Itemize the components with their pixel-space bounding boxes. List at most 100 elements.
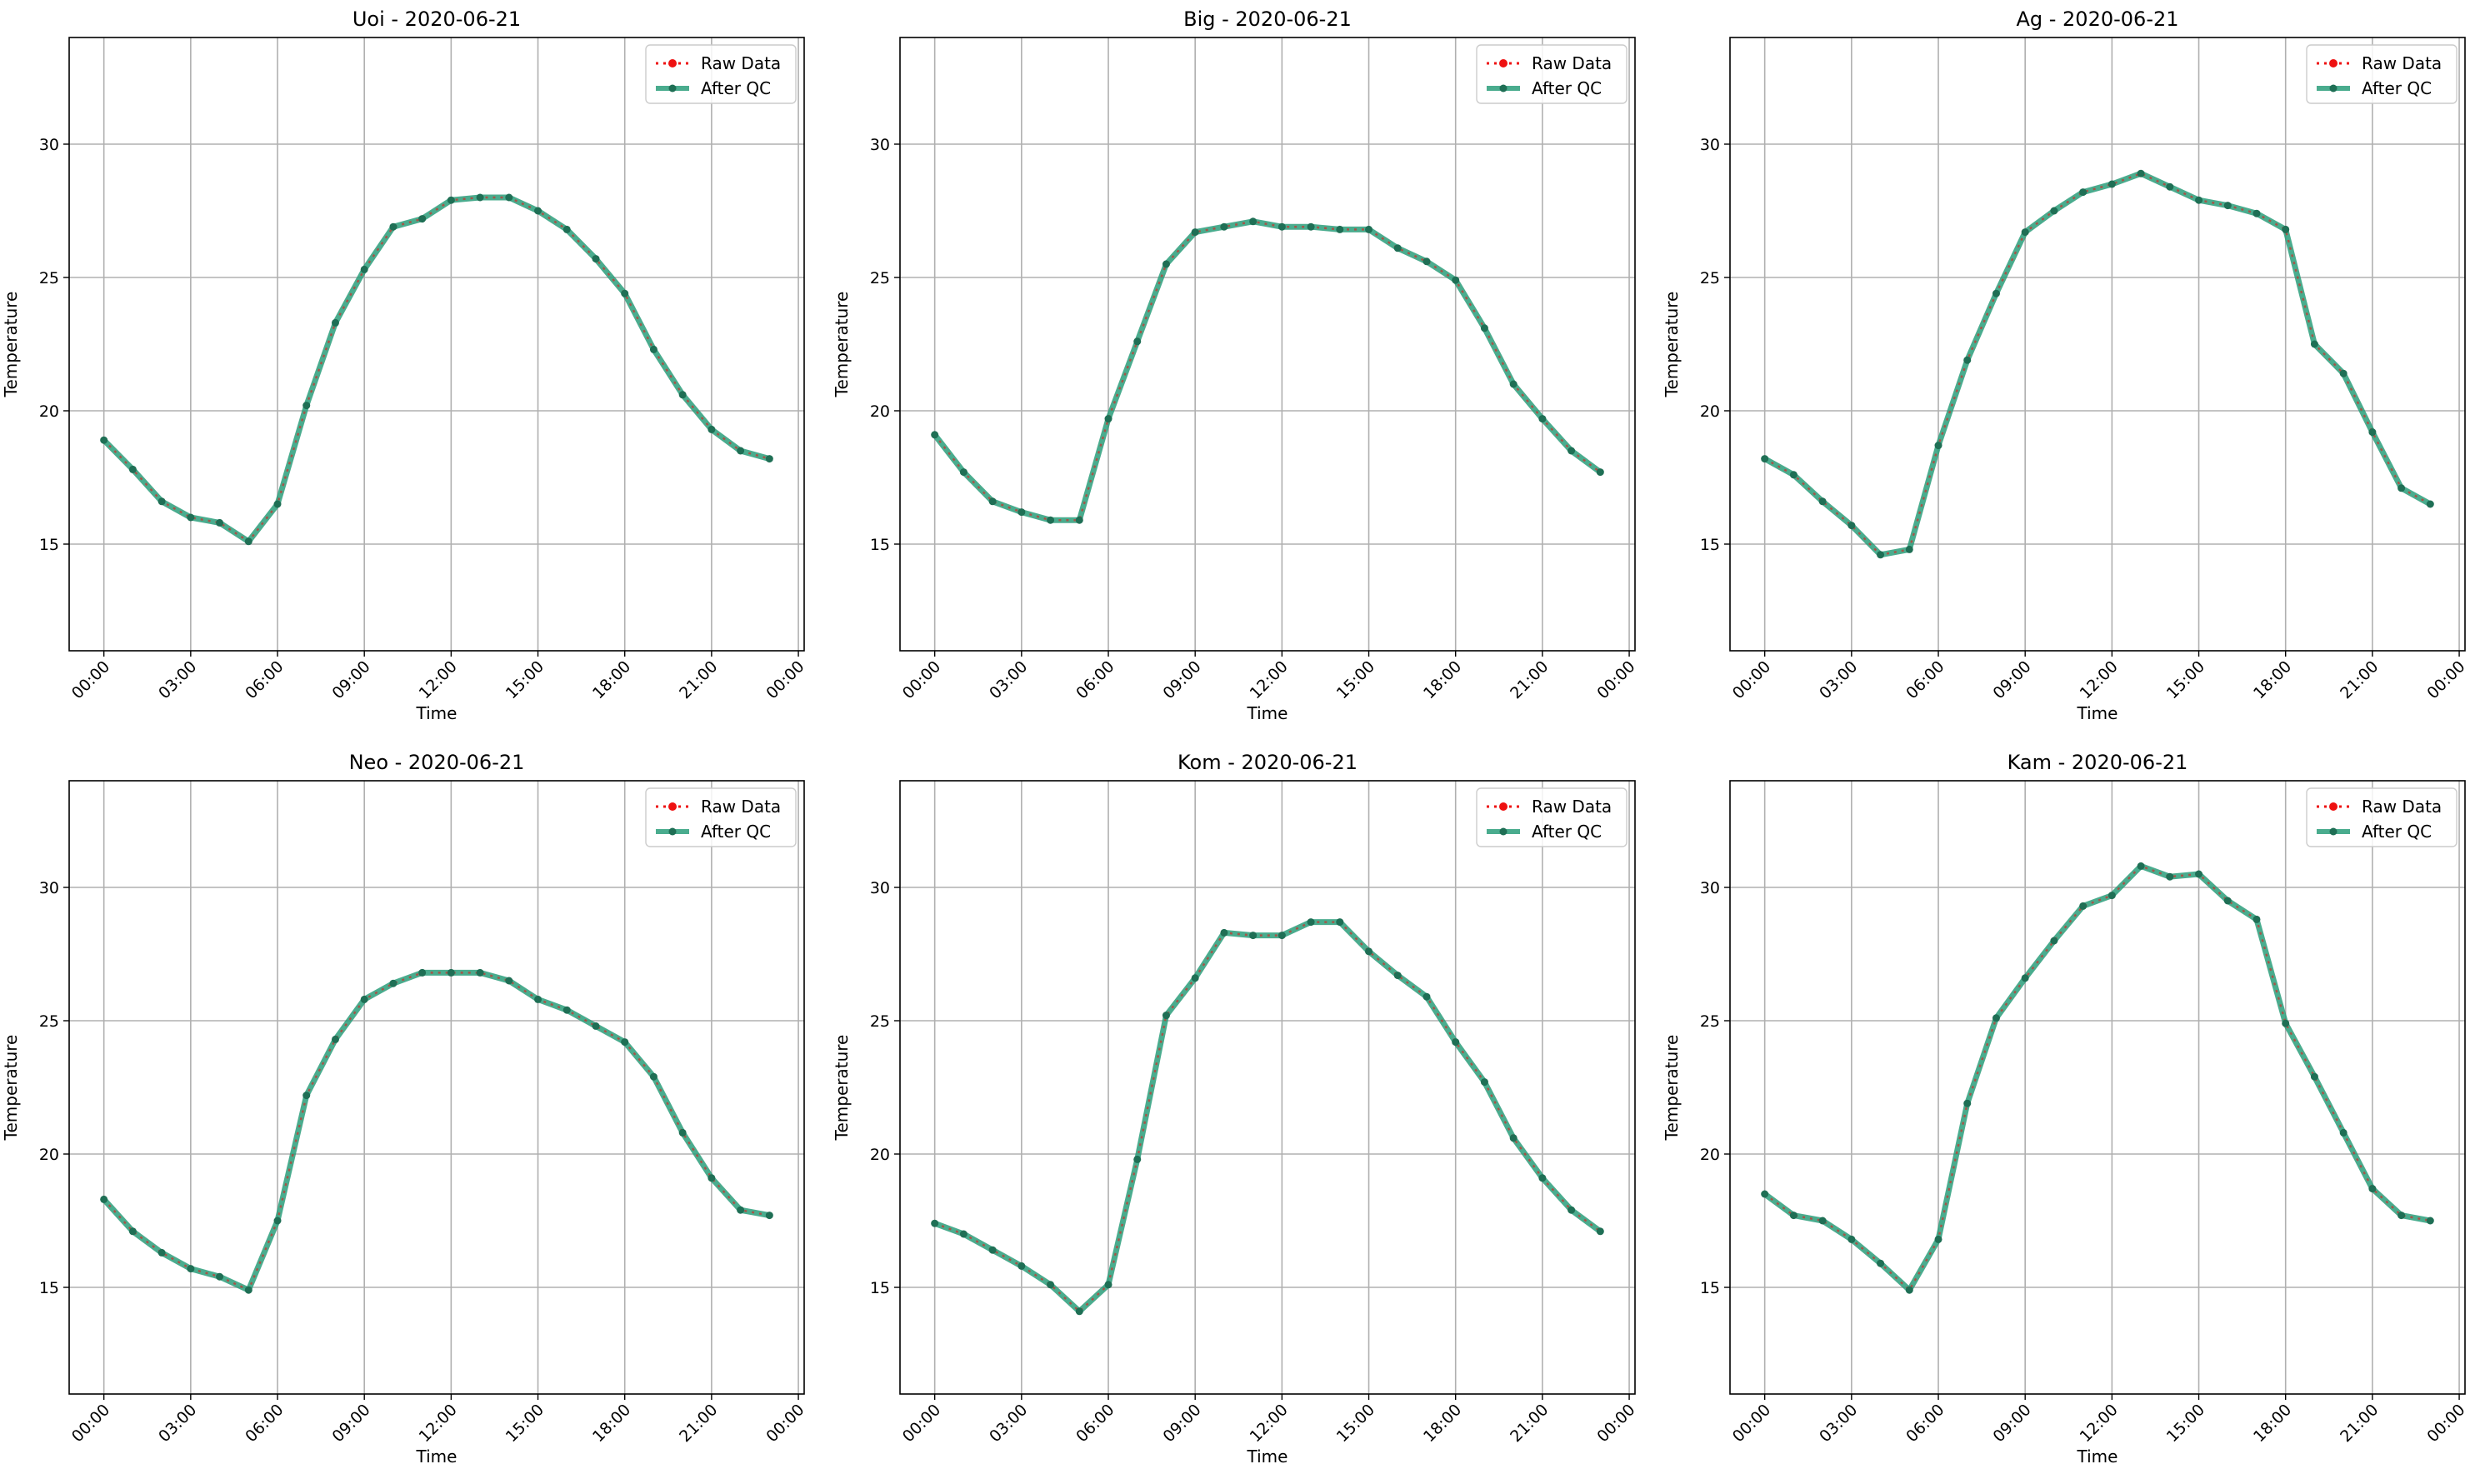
data-point-after-qc	[649, 1072, 658, 1081]
data-point-after-qc	[476, 968, 484, 977]
data-point-after-qc	[2398, 1212, 2406, 1220]
axes-frame	[1729, 780, 2466, 1395]
series-line-raw-data	[102, 972, 770, 1292]
data-point-after-qc	[765, 455, 773, 463]
data-point-after-qc	[2368, 1185, 2377, 1193]
chart-panel-2: 00:00 03:00 06:00 09:00 12:00 15:00 18:00 21:00…	[832, 7, 1639, 723]
legend-label-after-qc: After QC	[1532, 822, 1602, 842]
chart-panel-3: 00:00 03:00 06:00 09:00 12:00 15:00 18:00 21:00…	[1662, 7, 2469, 723]
data-point-after-qc	[1422, 257, 1431, 266]
data-point-after-qc	[1568, 447, 1576, 455]
legend-label-after-qc: After QC	[701, 78, 771, 98]
data-point-after-qc	[959, 1230, 968, 1238]
x-tick-label: 06:00	[1902, 1401, 1948, 1446]
chart-title: Big - 2020-06-21	[1183, 7, 1352, 31]
x-tick-label: 18:00	[1420, 657, 1465, 702]
x-axis-label: Time	[416, 1447, 458, 1467]
x-tick-label: 00:00	[762, 657, 808, 702]
data-point-after-qc	[158, 1248, 166, 1257]
y-tick-label: 15	[39, 536, 59, 554]
data-point-after-qc	[1992, 289, 2000, 297]
data-point-after-qc	[447, 968, 455, 977]
x-tick-label: 18:00	[2250, 1401, 2295, 1446]
data-point-after-qc	[2252, 915, 2261, 923]
data-point-after-qc	[1307, 222, 1315, 231]
series-line-raw-data	[1763, 864, 2431, 1292]
x-tick-label: 21:00	[676, 1401, 721, 1446]
data-point-after-qc	[1596, 468, 1604, 477]
x-tick-label: 09:00	[1159, 1401, 1204, 1446]
data-point-after-qc	[505, 977, 513, 985]
data-point-after-qc	[2108, 180, 2116, 188]
x-tick-label: 03:00	[1816, 1401, 1861, 1446]
data-point-after-qc	[1452, 1038, 1460, 1047]
x-axis-label: Time	[416, 703, 458, 723]
data-point-after-qc	[562, 225, 571, 233]
data-point-after-qc	[100, 436, 108, 444]
y-tick-label: 25	[870, 1012, 890, 1031]
data-point-after-qc	[2398, 484, 2406, 492]
legend-marker-raw-data	[1499, 59, 1508, 67]
x-tick-label: 15:00	[2163, 1401, 2208, 1446]
chart-title: Kom - 2020-06-21	[1178, 751, 1358, 774]
grid	[1730, 37, 2465, 651]
data-point-after-qc	[1047, 516, 1055, 524]
legend-marker-after-qc	[668, 827, 677, 836]
x-tick-label: 12:00	[1247, 657, 1292, 702]
x-tick-label: 06:00	[1902, 657, 1948, 702]
y-tick-label: 30	[39, 136, 59, 154]
data-point-after-qc	[2079, 188, 2088, 197]
data-point-after-qc	[1278, 222, 1286, 231]
series-line-after-qc	[933, 919, 1602, 1315]
x-tick-label: 00:00	[899, 1401, 944, 1446]
data-point-after-qc	[959, 468, 968, 477]
x-axis-label: Time	[2077, 1447, 2118, 1467]
data-point-after-qc	[1220, 928, 1228, 937]
y-tick-label: 30	[870, 879, 890, 897]
x-tick-label: 18:00	[589, 657, 634, 702]
x-tick-label: 12:00	[1247, 1401, 1292, 1446]
y-tick-label: 15	[39, 1279, 59, 1297]
legend-label-after-qc: After QC	[2362, 822, 2432, 842]
data-point-after-qc	[273, 1217, 282, 1225]
data-point-after-qc	[534, 207, 542, 215]
data-point-after-qc	[2195, 870, 2203, 878]
legend-label-after-qc: After QC	[2362, 78, 2432, 98]
x-tick-label: 00:00	[68, 657, 113, 702]
y-tick-label: 15	[870, 536, 890, 554]
chart-panel-6: 00:00 03:00 06:00 09:00 12:00 15:00 18:00 21:00…	[1662, 751, 2469, 1467]
x-tick-label: 15:00	[502, 1401, 548, 1446]
y-tick-label: 30	[39, 879, 59, 897]
data-point-after-qc	[1365, 947, 1373, 956]
x-tick-label: 18:00	[1420, 1401, 1465, 1446]
axes-frame	[68, 780, 805, 1395]
data-point-after-qc	[534, 995, 542, 1003]
x-tick-label: 21:00	[1507, 1401, 1552, 1446]
data-point-after-qc	[1162, 260, 1170, 268]
chart-title: Ag - 2020-06-21	[2016, 7, 2178, 31]
data-point-after-qc	[2050, 207, 2058, 215]
y-axis-label: Temperature	[1662, 1035, 1682, 1142]
data-point-after-qc	[1480, 1078, 1488, 1087]
legend-label-raw-data: Raw Data	[1532, 53, 1612, 73]
x-tick-label: 00:00	[899, 657, 944, 702]
y-axis-label: Temperature	[1662, 292, 1682, 398]
data-point-after-qc	[2368, 428, 2377, 437]
data-point-after-qc	[1538, 415, 1547, 423]
legend: Raw Data After QC	[1476, 787, 1628, 847]
data-point-after-qc	[302, 402, 311, 410]
x-tick-label: 15:00	[1333, 657, 1378, 702]
data-point-after-qc	[737, 447, 745, 455]
y-tick-label: 15	[1700, 1279, 1720, 1297]
data-point-after-qc	[2282, 225, 2290, 233]
data-point-after-qc	[2310, 1072, 2318, 1081]
data-point-after-qc	[592, 1022, 600, 1030]
x-tick-label: 21:00	[2337, 657, 2382, 702]
grid	[69, 781, 804, 1394]
x-tick-label: 15:00	[502, 657, 548, 702]
data-point-after-qc	[1365, 225, 1373, 233]
series-line-after-qc	[1762, 862, 2431, 1293]
x-tick-label: 12:00	[416, 657, 461, 702]
axes-frame	[899, 37, 1636, 652]
y-tick-label: 20	[1700, 402, 1720, 421]
